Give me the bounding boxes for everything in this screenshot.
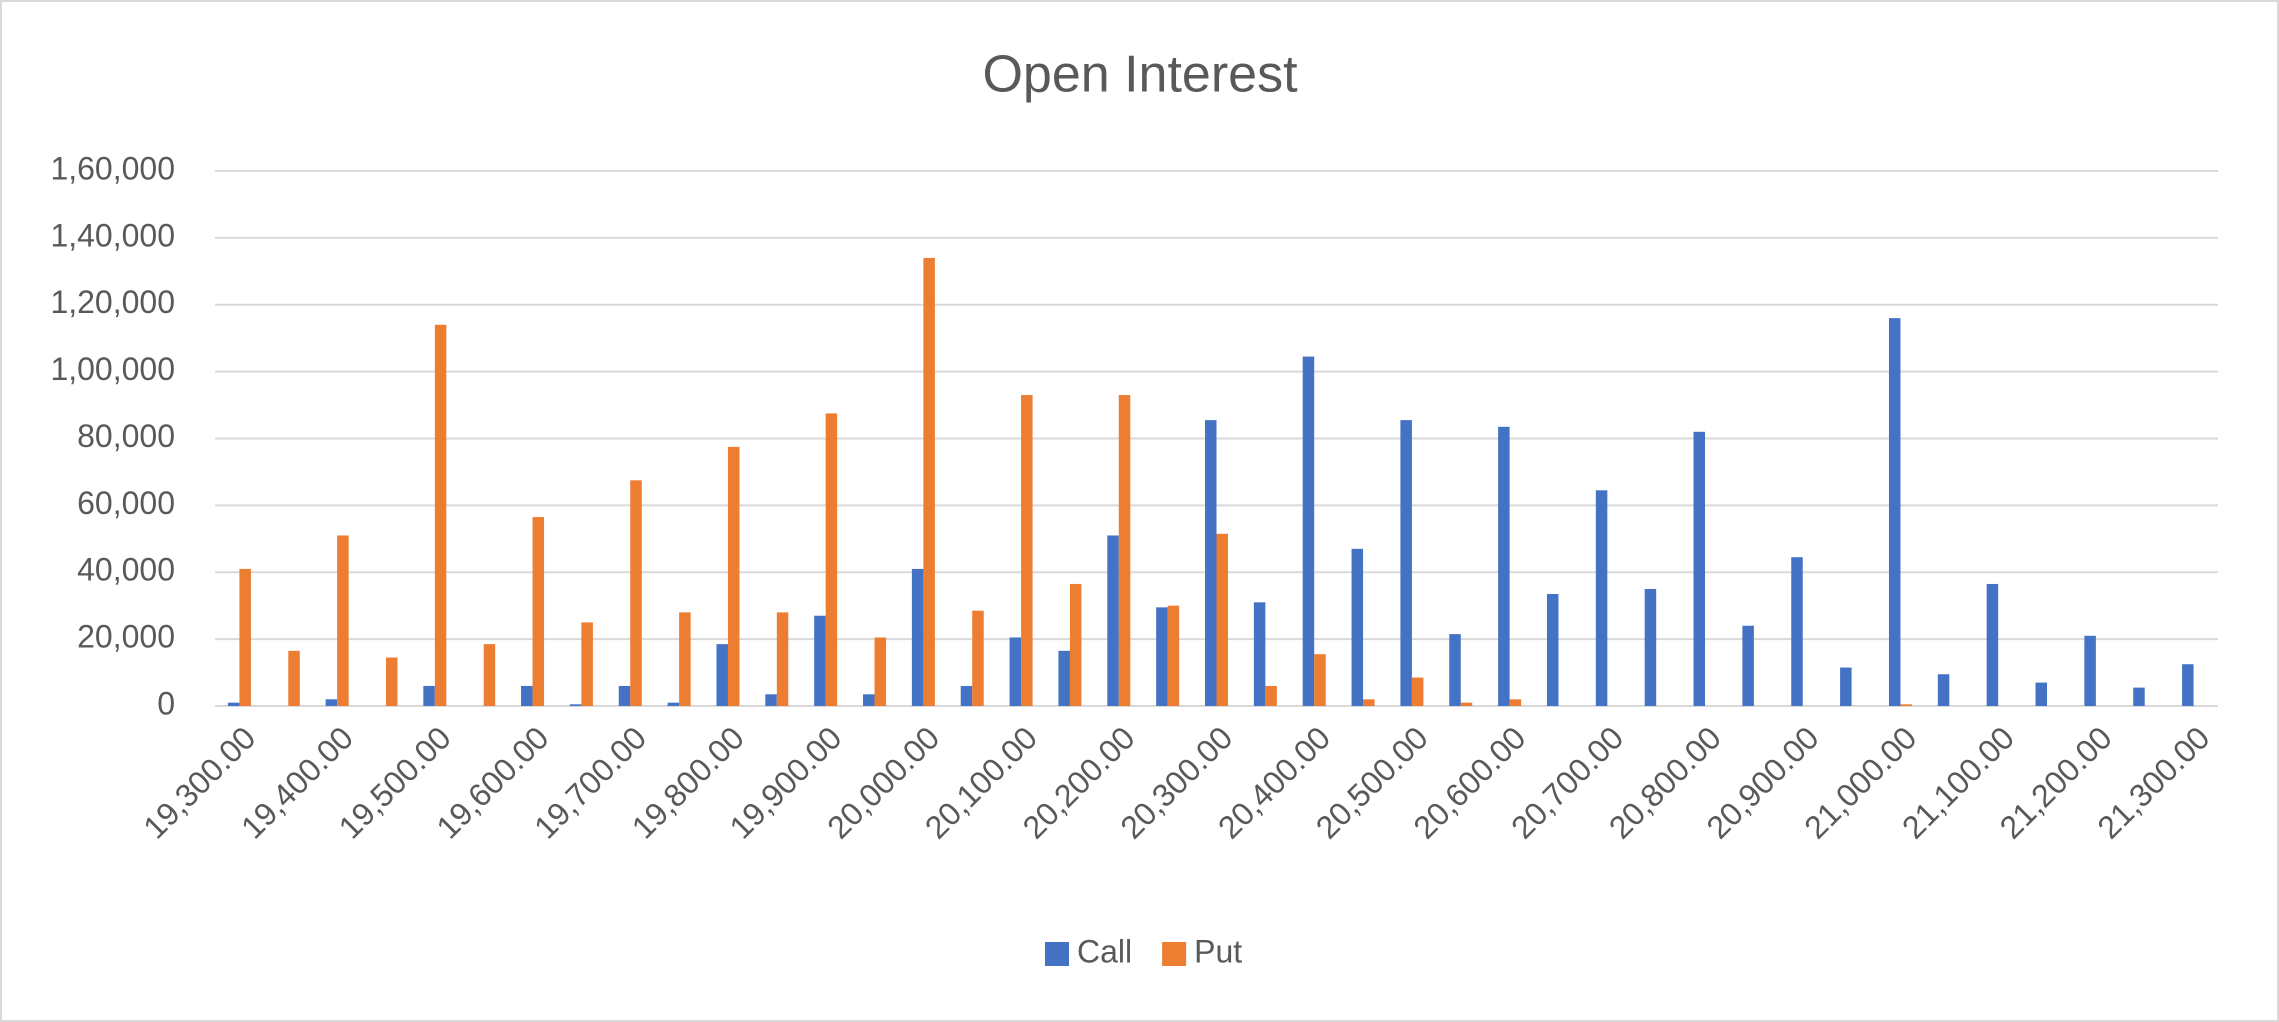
y-tick-label: 20,000 xyxy=(77,619,175,655)
bar xyxy=(960,685,973,706)
bar xyxy=(1265,685,1277,706)
bar xyxy=(863,694,875,706)
bar xyxy=(1693,431,1706,706)
y-tick-label: 1,20,000 xyxy=(50,284,175,320)
bar xyxy=(1400,420,1412,706)
bar xyxy=(1302,356,1315,706)
bar xyxy=(2182,664,2194,706)
legend-swatch xyxy=(1045,942,1069,966)
chart-title: Open Interest xyxy=(982,46,1298,104)
bar xyxy=(325,699,338,706)
bar xyxy=(1460,702,1473,706)
bar xyxy=(776,612,789,706)
bar xyxy=(679,612,691,706)
bar xyxy=(1840,667,1852,706)
bar xyxy=(1314,654,1326,706)
bar xyxy=(1107,535,1119,706)
bar xyxy=(483,644,496,706)
bar xyxy=(337,535,349,706)
bar xyxy=(1167,605,1180,706)
bar xyxy=(569,704,582,706)
bar xyxy=(1888,318,1901,706)
bar xyxy=(2035,682,2048,706)
legend-label: Call xyxy=(1077,933,1132,969)
y-tick-label: 1,40,000 xyxy=(50,217,175,253)
bar xyxy=(911,568,924,706)
bar xyxy=(1791,557,1803,706)
bar xyxy=(1644,588,1657,706)
bar xyxy=(581,622,593,706)
bar xyxy=(1021,395,1033,706)
bar xyxy=(521,685,533,706)
bar xyxy=(618,685,631,706)
bar xyxy=(2133,687,2145,706)
bar xyxy=(227,702,240,706)
bar xyxy=(1069,583,1082,706)
bar xyxy=(874,637,887,706)
bar xyxy=(385,657,398,706)
bar xyxy=(716,644,728,706)
bar xyxy=(923,257,935,706)
bar xyxy=(2084,635,2096,706)
y-tick-label: 40,000 xyxy=(77,552,175,588)
legend-label: Put xyxy=(1194,933,1242,969)
y-tick-label: 60,000 xyxy=(77,485,175,521)
bar xyxy=(1351,548,1364,706)
bar xyxy=(1986,583,1999,706)
bar xyxy=(1742,625,1754,706)
bar xyxy=(1546,593,1559,706)
bar xyxy=(814,615,826,706)
bar xyxy=(765,694,777,706)
legend-swatch xyxy=(1162,942,1187,966)
bar xyxy=(1363,699,1375,706)
bar xyxy=(1118,395,1131,706)
bar xyxy=(727,446,740,706)
y-tick-label: 1,00,000 xyxy=(50,351,175,387)
bar xyxy=(1058,650,1070,706)
bar xyxy=(1509,699,1522,706)
bar xyxy=(423,685,435,706)
bar xyxy=(1156,607,1168,706)
bar xyxy=(1253,602,1266,706)
bar xyxy=(1900,704,1912,706)
bar xyxy=(434,324,447,706)
bar xyxy=(972,610,984,706)
bar xyxy=(825,413,838,706)
bar xyxy=(1411,677,1424,706)
bar xyxy=(1009,637,1022,706)
y-tick-label: 1,60,000 xyxy=(50,150,175,186)
y-tick-label: 0 xyxy=(157,685,175,721)
bar xyxy=(532,517,545,706)
bar xyxy=(630,480,642,706)
bar xyxy=(1498,426,1510,706)
bar xyxy=(239,568,251,706)
bar xyxy=(1595,490,1608,706)
bar xyxy=(667,702,680,706)
bar xyxy=(1937,674,1950,706)
bar xyxy=(1449,634,1461,706)
bar xyxy=(288,650,300,706)
bar xyxy=(1216,533,1228,706)
y-tick-label: 80,000 xyxy=(77,418,175,454)
bar xyxy=(1205,420,1217,706)
